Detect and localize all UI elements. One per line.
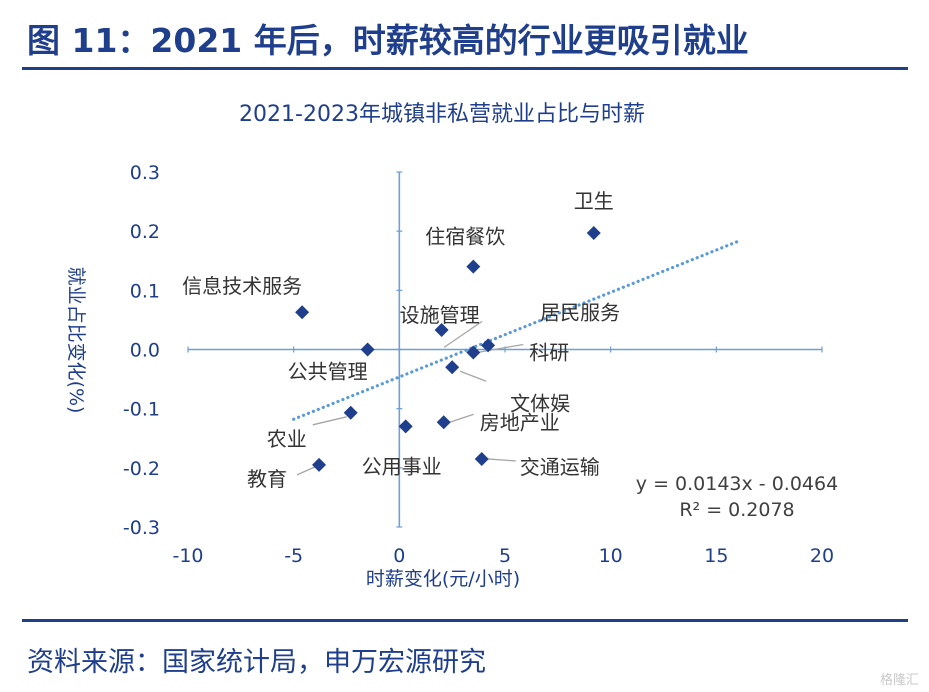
leader-line — [312, 416, 347, 426]
point-label: 居民服务 — [540, 300, 620, 324]
data-point — [398, 419, 413, 434]
x-tick-label: 5 — [499, 545, 511, 567]
chart-axes: -10 -5 0 5 10 15 20 0.3 0.2 0.1 0.0 -0.1 -0.2 -0.3 — [123, 162, 834, 567]
figure-title: 图 11：2021 年后，时薪较高的行业更吸引就业 — [27, 21, 749, 60]
point-label: 住宿餐饮 — [425, 225, 505, 249]
y-tick-label: 0.1 — [130, 280, 160, 302]
point-label: 公用事业 — [362, 454, 442, 478]
data-points — [295, 225, 601, 472]
data-point — [434, 322, 449, 337]
x-tick-label: 15 — [704, 545, 728, 567]
header-divider — [22, 67, 908, 70]
x-axis-label: 时薪变化(元/小时) — [366, 568, 520, 590]
x-tick-label: -10 — [172, 545, 203, 567]
x-tick-label: 20 — [810, 545, 834, 567]
data-point — [295, 305, 310, 320]
point-label: 信息技术服务 — [182, 274, 302, 298]
point-label: 公共管理 — [288, 360, 368, 384]
point-label: 教育 — [247, 467, 287, 491]
y-tick-label: -0.2 — [123, 458, 160, 480]
trendline — [292, 239, 740, 421]
r-squared: R² = 0.2078 — [679, 499, 794, 521]
x-tick-label: 10 — [599, 545, 623, 567]
data-point — [360, 342, 375, 357]
source-note: 资料来源：国家统计局，申万宏源研究 — [27, 647, 486, 678]
leader-line — [296, 466, 316, 476]
y-tick-label: 0.0 — [130, 340, 160, 362]
data-point — [586, 225, 601, 240]
point-label: 文体娱 — [510, 391, 570, 415]
data-point — [436, 415, 451, 430]
point-label: 农业 — [267, 427, 307, 451]
point-label: 交通运输 — [520, 455, 600, 479]
x-tick-label: -5 — [284, 545, 303, 567]
y-tick-label: 0.3 — [130, 162, 160, 184]
point-label: 科研 — [529, 340, 569, 364]
leader-line — [477, 343, 524, 354]
point-label: 房地产业 — [480, 410, 560, 434]
data-point — [466, 259, 481, 274]
leader-line — [449, 413, 474, 423]
trendline-path — [292, 239, 740, 421]
regression-equation: y = 0.0143x - 0.0464 — [636, 473, 838, 495]
footer-divider — [22, 619, 908, 622]
watermark: 格隆汇 — [879, 673, 919, 688]
data-point — [466, 345, 481, 360]
point-label: 设施管理 — [400, 303, 480, 327]
y-tick-label: 0.2 — [130, 221, 160, 243]
leader-lines — [296, 320, 524, 476]
leader-line — [443, 320, 483, 348]
data-point — [474, 451, 489, 466]
y-axis-label: 就业占比变化(%) — [65, 267, 87, 414]
x-tick-label: 0 — [393, 545, 405, 567]
point-label: 卫生 — [574, 189, 614, 213]
y-tick-label: -0.3 — [123, 517, 160, 539]
leader-line — [459, 370, 487, 382]
data-point — [481, 338, 496, 353]
chart-title: 2021-2023年城镇非私营就业占比与时薪 — [239, 102, 645, 127]
data-point — [343, 405, 358, 420]
data-point — [445, 360, 460, 375]
y-tick-label: -0.1 — [123, 399, 160, 421]
leader-line — [487, 458, 516, 462]
data-point — [312, 457, 327, 472]
